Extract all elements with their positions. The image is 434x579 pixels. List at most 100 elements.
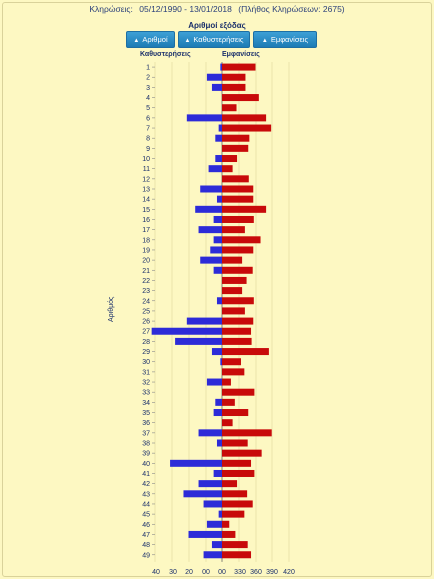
- appearances-bar: [222, 134, 250, 142]
- delays-bar: [211, 541, 222, 549]
- sort-by-delays-button[interactable]: ▲ Καθυστερήσεις: [178, 31, 250, 48]
- appearances-bar: [222, 83, 246, 91]
- category-label: 36: [142, 420, 150, 427]
- sort-by-number-button[interactable]: ▲ Αριθμοί: [126, 31, 175, 48]
- delays-bar: [200, 256, 222, 264]
- appearances-bar: [222, 144, 249, 152]
- category-label: 37: [142, 430, 150, 437]
- appearances-bar: [222, 307, 245, 315]
- delays-bar: [206, 378, 222, 386]
- x-tick-label: 00: [202, 569, 210, 576]
- delays-bar: [151, 327, 222, 335]
- delays-bar: [220, 358, 222, 366]
- appearances-bar: [222, 459, 252, 467]
- category-label: 24: [142, 298, 150, 305]
- delays-bar: [203, 551, 222, 559]
- appearances-bar: [222, 317, 254, 325]
- category-label: 11: [143, 166, 150, 173]
- category-label: 12: [142, 176, 150, 183]
- appearances-bar: [222, 287, 243, 295]
- appearances-bar: [222, 490, 248, 498]
- delays-bar: [216, 439, 222, 447]
- category-label: 4: [146, 95, 150, 102]
- sort-by-appearances-button[interactable]: ▲ Εμφανίσεις: [253, 31, 317, 48]
- category-label: 25: [142, 308, 150, 315]
- appearances-bar: [222, 510, 245, 518]
- delays-bar: [186, 317, 222, 325]
- appearances-bar: [222, 175, 249, 183]
- category-label: 39: [142, 451, 150, 458]
- draw-count: (Πλήθος Κληρώσεων: 2675): [238, 4, 345, 14]
- delays-bar: [213, 236, 222, 244]
- appearances-bar: [222, 195, 254, 203]
- category-label: 41: [142, 471, 150, 478]
- category-label: 26: [142, 319, 150, 326]
- category-label: 47: [142, 532, 150, 539]
- x-tick-label: 20: [185, 569, 193, 576]
- delays-bar: [198, 480, 222, 488]
- appearances-bar: [222, 449, 262, 457]
- delays-bar: [220, 63, 222, 71]
- category-label: 21: [142, 268, 150, 275]
- appearances-bar: [222, 541, 248, 549]
- category-label: 49: [142, 552, 150, 559]
- appearances-bar: [222, 266, 253, 274]
- appearances-bar: [222, 165, 233, 173]
- appearances-bar: [222, 276, 247, 284]
- appearances-bar: [222, 439, 248, 447]
- category-label: 34: [142, 400, 150, 407]
- appearances-bar: [222, 327, 252, 335]
- appearances-bar: [222, 155, 238, 163]
- draw-range-header: Κληρώσεις: 05/12/1990 - 13/01/2018 (Πλήθ…: [0, 4, 434, 14]
- appearances-bar: [222, 551, 252, 559]
- delays-bar: [206, 520, 222, 528]
- draw-label: Κληρώσεις:: [89, 4, 133, 14]
- delays-bar: [218, 124, 222, 132]
- delays-bar: [200, 185, 222, 193]
- category-label: 7: [146, 126, 150, 133]
- delays-bar: [170, 459, 222, 467]
- appearances-bar: [222, 337, 252, 345]
- category-label: 10: [142, 156, 150, 163]
- draw-range: 05/12/1990 - 13/01/2018: [139, 4, 232, 14]
- delays-bar: [210, 246, 222, 254]
- x-tick-label: 30: [169, 569, 177, 576]
- delays-bar: [211, 83, 222, 91]
- category-label: 35: [142, 410, 150, 417]
- category-label: 44: [142, 501, 150, 508]
- delays-bar: [216, 297, 222, 305]
- appearances-bar: [222, 520, 230, 528]
- category-label: 46: [142, 522, 150, 529]
- appearances-bar: [222, 469, 255, 477]
- appearances-bar: [222, 378, 231, 386]
- delays-bar: [186, 114, 222, 122]
- category-label: 14: [142, 197, 150, 204]
- delays-bar: [213, 266, 222, 274]
- appearances-bar: [222, 114, 267, 122]
- x-tick-label: 00: [218, 569, 226, 576]
- delays-bar: [195, 205, 222, 213]
- category-label: 29: [142, 349, 150, 356]
- category-label: 20: [142, 258, 150, 265]
- sort-title: Αριθμοί εξόδας: [188, 21, 246, 30]
- category-label: 13: [142, 187, 150, 194]
- category-label: 32: [142, 380, 150, 387]
- category-label: 1: [146, 65, 150, 72]
- appearances-bar: [222, 256, 243, 264]
- category-label: 3: [146, 85, 150, 92]
- x-tick-label: 360: [250, 569, 262, 576]
- delays-bar: [218, 510, 222, 518]
- category-label: 22: [142, 278, 150, 285]
- appearances-bar: [222, 94, 259, 102]
- category-label: 8: [146, 136, 150, 143]
- appearances-bar: [222, 419, 233, 427]
- category-label: 45: [142, 512, 150, 519]
- category-label: 33: [142, 390, 150, 397]
- category-label: 40: [142, 461, 150, 468]
- appearances-bar: [222, 388, 255, 396]
- category-label: 31: [142, 369, 150, 376]
- triangle-up-icon: ▲: [184, 38, 191, 44]
- category-label: 5: [146, 105, 150, 112]
- triangle-up-icon: ▲: [261, 38, 268, 44]
